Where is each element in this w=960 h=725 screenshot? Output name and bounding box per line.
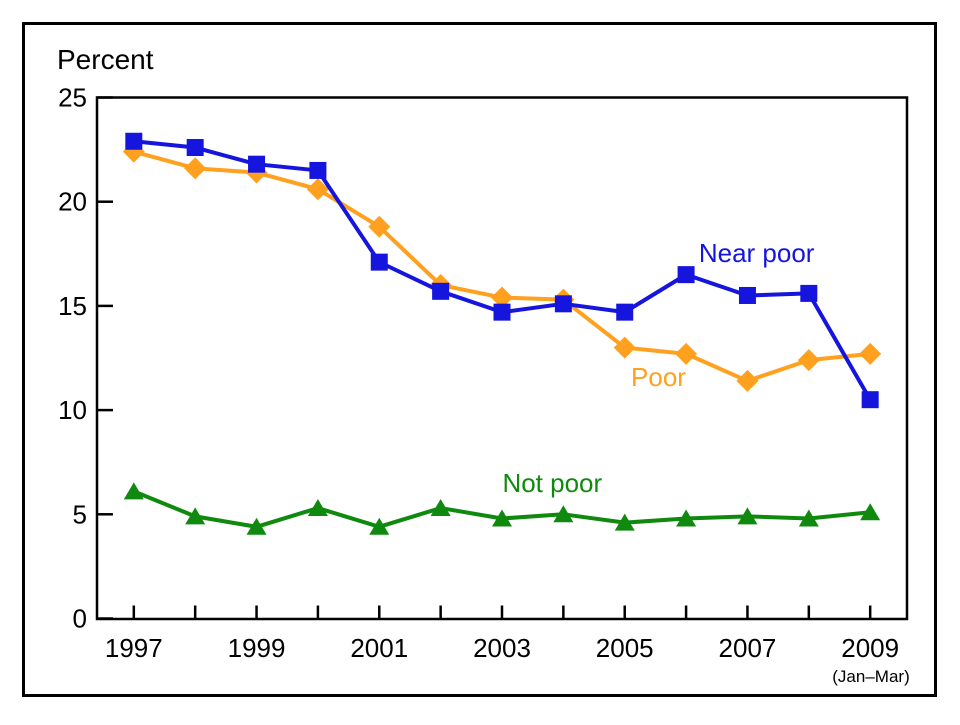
y-tick-label-5: 5 — [73, 499, 87, 529]
marker-near-poor-1998 — [186, 139, 204, 157]
marker-near-poor-2005 — [616, 303, 634, 321]
marker-near-poor-1997 — [125, 132, 143, 150]
marker-not-poor-1999 — [246, 517, 267, 535]
x-tick-label-2001: 2001 — [350, 633, 408, 663]
y-tick-label-15: 15 — [58, 291, 87, 321]
x-axis-note: (Jan–Mar) — [832, 667, 909, 686]
marker-not-poor-2002 — [430, 499, 451, 517]
marker-poor-2000 — [306, 178, 329, 201]
marker-not-poor-2008 — [798, 509, 819, 527]
marker-not-poor-2004 — [553, 505, 574, 523]
marker-not-poor-2001 — [369, 517, 390, 535]
series-not-poor — [123, 482, 881, 535]
y-tick-label-10: 10 — [58, 395, 87, 425]
marker-near-poor-2001 — [370, 253, 388, 271]
marker-near-poor-1999 — [248, 155, 266, 173]
y-tick-label-0: 0 — [73, 604, 87, 634]
x-axis: 1997 1999 2001 2003 2005 2007 2009 — [105, 605, 899, 663]
marker-near-poor-2007 — [738, 286, 756, 304]
marker-near-poor-2004 — [554, 295, 572, 313]
marker-near-poor-2006 — [677, 266, 695, 284]
marker-poor-2001 — [368, 215, 391, 238]
marker-not-poor-1997 — [123, 482, 144, 500]
data-series — [122, 132, 882, 535]
marker-not-poor-2003 — [492, 509, 512, 527]
marker-not-poor-2000 — [307, 499, 328, 517]
page-border — [22, 22, 937, 697]
x-tick-label-2007: 2007 — [719, 633, 777, 663]
x-tick-label-1997: 1997 — [105, 633, 163, 663]
series-near-poor-line — [133, 139, 872, 401]
series-near-poor — [125, 132, 879, 409]
marker-near-poor-2002 — [432, 282, 450, 300]
series-label-poor: Poor — [631, 362, 686, 392]
series-label-not-poor: Not poor — [502, 468, 602, 498]
plot-frame — [95, 96, 909, 621]
series-labels: Near poor Poor Not poor — [502, 238, 814, 498]
marker-not-poor-2006 — [676, 509, 697, 527]
marker-near-poor-2008 — [800, 284, 818, 302]
marker-poor-2008 — [797, 349, 820, 372]
marker-not-poor-2007 — [737, 507, 758, 525]
marker-not-poor-2005 — [614, 513, 635, 531]
y-tick-label-25: 25 — [58, 83, 87, 113]
marker-near-poor-2000 — [309, 161, 327, 179]
marker-not-poor-2009 — [860, 503, 881, 521]
marker-near-poor-2009 — [861, 391, 879, 409]
marker-near-poor-2003 — [493, 303, 511, 321]
x-tick-label-1999: 1999 — [228, 633, 286, 663]
marker-poor-1998 — [184, 157, 207, 180]
series-label-near-poor: Near poor — [699, 238, 815, 268]
x-tick-label-2009: 2009 — [841, 633, 899, 663]
x-tick-label-2003: 2003 — [473, 633, 531, 663]
marker-poor-2005 — [613, 336, 636, 359]
marker-poor-2009 — [859, 342, 882, 365]
y-axis: 0 5 10 15 20 25 — [58, 83, 113, 634]
marker-not-poor-1998 — [185, 507, 206, 525]
y-axis-unit-label: Percent — [57, 44, 154, 75]
marker-poor-2006 — [675, 342, 698, 365]
y-tick-label-20: 20 — [58, 187, 87, 217]
marker-poor-2003 — [491, 286, 513, 309]
x-tick-label-2005: 2005 — [596, 633, 654, 663]
marker-poor-2007 — [736, 369, 759, 392]
